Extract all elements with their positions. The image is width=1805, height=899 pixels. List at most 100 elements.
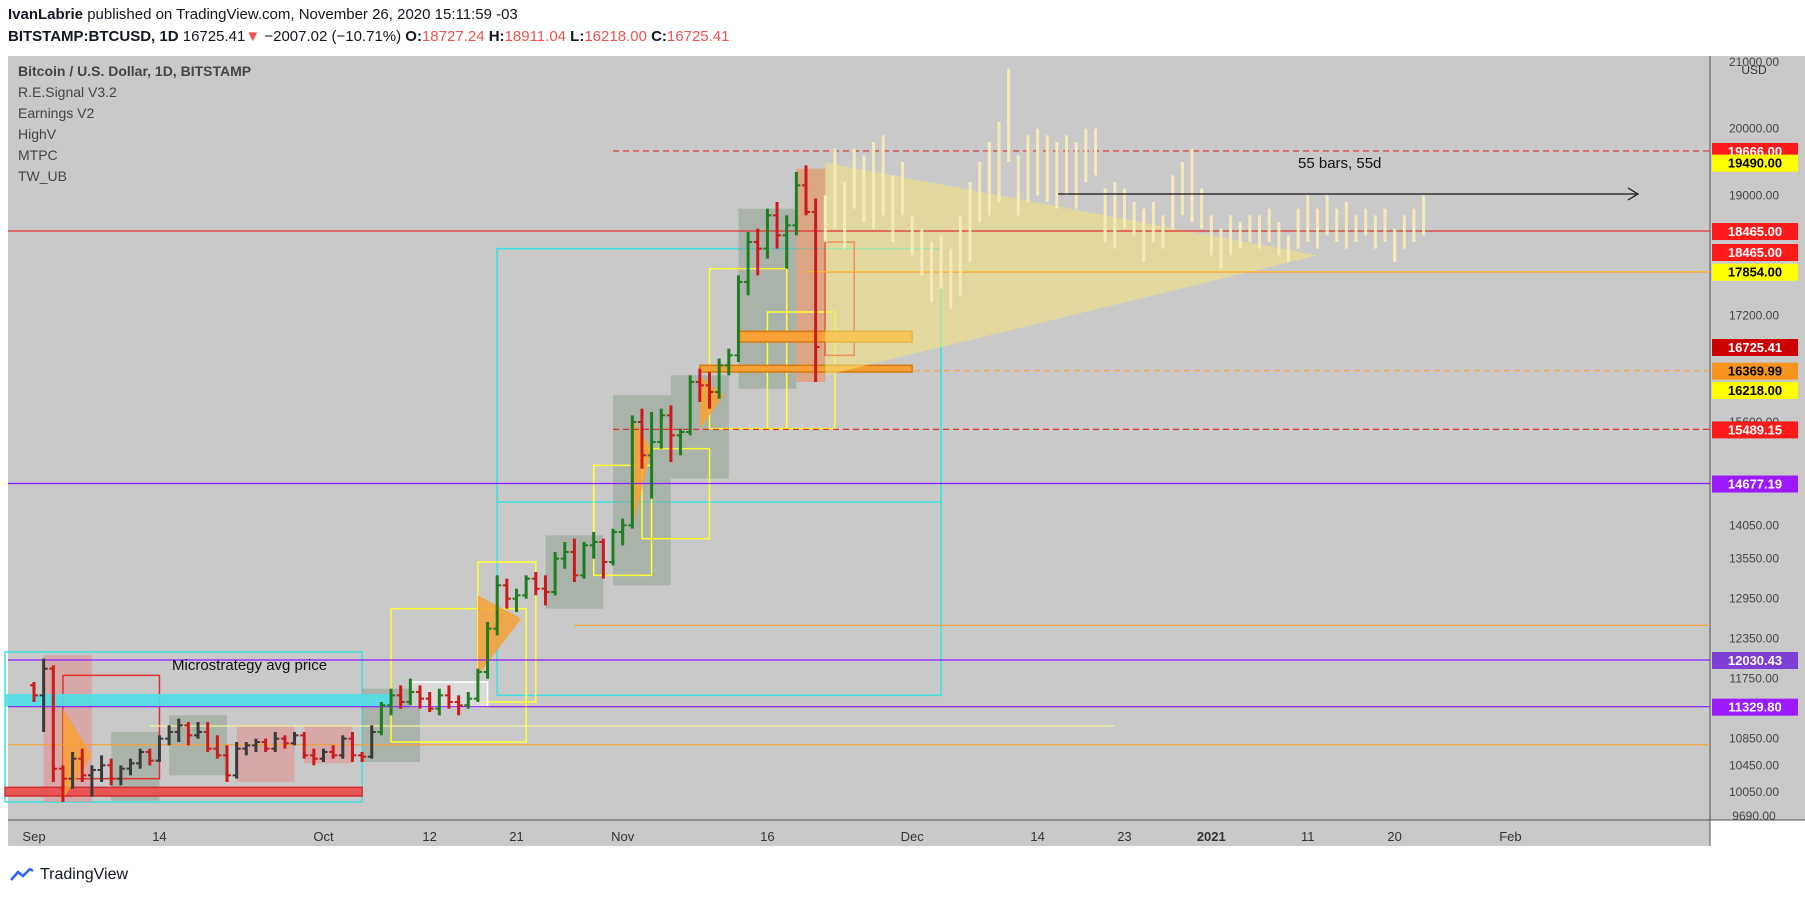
ohlc-bar: [58, 765, 67, 802]
orange-band: [699, 364, 913, 373]
ohlc-bar: [580, 542, 589, 579]
ohlc-bar: [271, 732, 280, 752]
hlines-layer: [8, 150, 1710, 746]
ohlc-bar: [734, 275, 743, 362]
ohlc-bar: [531, 572, 540, 596]
price-tag-text: 15489.15: [1728, 422, 1782, 437]
x-tick-label: 21: [509, 829, 523, 844]
legend-indicator-1[interactable]: R.E.Signal V3.2: [18, 84, 117, 100]
ohlc-bar: [358, 752, 367, 762]
ohlc-bar: [367, 725, 376, 759]
high-value: 18911.04: [504, 28, 566, 45]
price-chart[interactable]: Sep 14 Oct 12 21 Nov 16 Dec 14 23 2021 11 20 Feb 2100…: [0, 56, 1805, 856]
x-tick-label: 16: [760, 829, 774, 844]
ohlc-bar: [116, 765, 125, 786]
legend-indicator-2[interactable]: Earnings V2: [18, 105, 94, 121]
ohlc-bar: [338, 735, 347, 759]
ohlc-bar: [773, 202, 782, 249]
symbol[interactable]: BITSTAMP:BTCUSD, 1D: [8, 28, 179, 45]
ohlc-bar: [744, 232, 753, 296]
price-tag: 16725.41: [1712, 339, 1798, 356]
author-name[interactable]: IvanLabrie: [8, 6, 84, 23]
ohlc-bar: [792, 172, 801, 236]
legend-indicator-3[interactable]: HighV: [18, 126, 57, 142]
price-tag-text: 11329.80: [1728, 700, 1782, 715]
yellow-zone-box: [641, 447, 711, 540]
price-tag-text: 16725.41: [1728, 340, 1782, 355]
ohlc-bar: [666, 405, 675, 462]
ohlc-bar: [763, 208, 772, 259]
price-tag-text: 16369.99: [1728, 364, 1782, 379]
orange-triangle: [62, 708, 92, 799]
price-tag-bg: [1712, 698, 1798, 716]
ohlc-bar: [637, 408, 646, 469]
price-tag: 12030.43: [1712, 652, 1798, 669]
brand-name[interactable]: TradingView: [40, 866, 129, 883]
price-tag-bg: [1712, 362, 1798, 380]
projection-arrow-head: [1627, 187, 1640, 201]
time-scale[interactable]: [8, 820, 1710, 846]
price-tag: 17854.00: [1712, 263, 1798, 281]
usd-label: USD: [1741, 63, 1767, 77]
legend-indicator-5[interactable]: TW_UB: [18, 168, 67, 184]
ohlc-bar: [87, 765, 96, 797]
ohlc-bar: [78, 748, 87, 782]
y-tick-label: 10850.00: [1729, 732, 1779, 746]
y-tick-label: 12950.00: [1729, 592, 1779, 606]
ohlc-bar: [30, 682, 38, 702]
high-label: H:: [488, 28, 505, 45]
price-tag: 18465.00: [1712, 244, 1798, 261]
ohlc-bar: [802, 165, 810, 216]
ohlc-bar: [309, 748, 318, 766]
ohlc-bar: [541, 575, 550, 606]
low-value: 16218.00: [584, 28, 647, 45]
down-arrow-icon: ▼: [245, 28, 261, 45]
ohlc-bar: [628, 415, 637, 529]
legend-title[interactable]: Bitcoin / U.S. Dollar, 1D, BITSTAMP: [18, 63, 251, 79]
y-tick-label: 20000.00: [1729, 122, 1779, 136]
ohlc-bar: [406, 678, 415, 706]
ohlc-bar: [251, 738, 260, 752]
symbol-info: BITSTAMP:BTCUSD, 1D 16725.41▼ −2007.02 (…: [8, 28, 730, 45]
price-tag-bg: [1712, 263, 1798, 281]
price-tag-text: 16218.00: [1728, 383, 1782, 398]
ohlc-bar: [68, 752, 77, 789]
close-label: C:: [651, 28, 667, 45]
price-tag: 15489.15: [1712, 421, 1798, 439]
price-labels: 19666.0019490.0018465.0018465.0017854.00…: [1712, 142, 1798, 716]
x-tick-label: 12: [422, 829, 436, 844]
x-tick-label: Feb: [1499, 829, 1521, 844]
microstrategy-label: Microstrategy avg price: [172, 657, 327, 674]
ohlc-bar: [261, 738, 270, 752]
ohlc-bar: [232, 742, 241, 779]
price-tag: 16218.00: [1712, 382, 1798, 399]
x-tick-label: 11: [1301, 829, 1315, 844]
y-tick-label: 10050.00: [1729, 785, 1779, 799]
ohlc-bar: [387, 688, 396, 716]
price-tag-text: 18465.00: [1728, 245, 1782, 260]
price-tag-bg: [1712, 223, 1798, 240]
ohlc-bar: [145, 748, 154, 766]
projection-wedge: [825, 162, 1318, 376]
price-tag-text: 18465.00: [1728, 224, 1782, 239]
x-tick-label: Nov: [611, 829, 635, 844]
ohlc-bar: [454, 695, 463, 716]
ohlc-bar: [551, 552, 560, 596]
price-tag-text: 14677.19: [1728, 477, 1782, 492]
y-tick-label: 9690.00: [1732, 809, 1776, 823]
legend-indicator-4[interactable]: MTPC: [18, 147, 58, 163]
ohlc-bar: [194, 722, 203, 739]
ohlc-bar: [618, 518, 627, 546]
ohlc-bar: [213, 735, 222, 759]
ohlc-bar: [348, 732, 357, 762]
orange-zone: [796, 168, 826, 382]
price-tag-bg: [1712, 475, 1798, 493]
price-tag-bg: [1712, 244, 1798, 261]
ohlc-bar: [39, 658, 48, 732]
y-tick-label: 13550.00: [1729, 552, 1779, 566]
ohlc-bar: [290, 732, 299, 746]
y-tick-label: 11750.00: [1729, 672, 1778, 686]
orange-triangle: [632, 418, 652, 529]
yellow-zone-box: [592, 464, 653, 577]
y-tick-label: 19000.00: [1729, 188, 1779, 202]
